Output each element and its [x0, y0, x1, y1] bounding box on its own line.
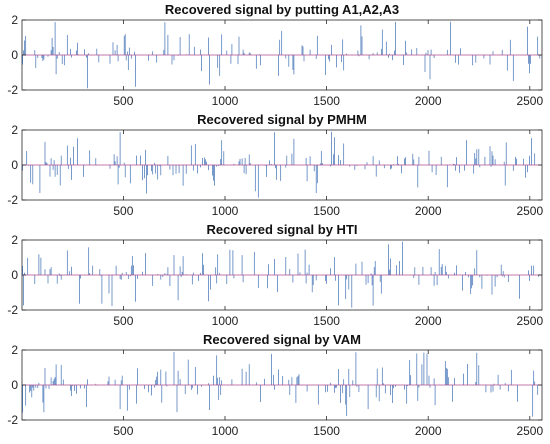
y-tick-label: 0 — [11, 378, 18, 392]
x-tick-label: 1000 — [212, 424, 239, 438]
y-tick-label: 2 — [11, 233, 18, 247]
stem-series — [22, 351, 539, 417]
x-tick-label: 1500 — [313, 204, 340, 218]
stem-series — [22, 241, 540, 308]
y-tick-label: -2 — [7, 83, 18, 97]
subplot-title: Recovered signal by putting A1,A2,A3 — [165, 2, 399, 17]
x-tick-label: 500 — [113, 94, 133, 108]
x-tick-label: 500 — [113, 424, 133, 438]
y-tick-label: 2 — [11, 123, 18, 137]
x-tick-label: 1000 — [212, 204, 239, 218]
x-tick-label: 1500 — [313, 94, 340, 108]
y-tick-label: 0 — [11, 158, 18, 172]
stem-series — [22, 21, 541, 89]
y-tick-label: -2 — [7, 303, 18, 317]
y-tick-label: -2 — [7, 193, 18, 207]
subplot-title: Recovered signal by PMHM — [197, 112, 367, 127]
x-tick-label: 1000 — [212, 94, 239, 108]
stem-series — [22, 131, 536, 198]
subplot-title: Recovered signal by VAM — [203, 332, 361, 347]
subplot-1: Recovered signal by putting A1,A2,A3 -2 0 2… — [7, 2, 543, 108]
x-tick-label: 1000 — [212, 314, 239, 328]
x-tick-label: 2500 — [516, 314, 543, 328]
x-tick-label: 2000 — [415, 424, 442, 438]
x-tick-label: 2500 — [516, 204, 543, 218]
y-tick-label: 2 — [11, 343, 18, 357]
y-tick-label: -2 — [7, 413, 18, 427]
x-tick-label: 500 — [113, 204, 133, 218]
x-tick-label: 2000 — [415, 314, 442, 328]
x-tick-label: 2500 — [516, 94, 543, 108]
subplot-title: Recovered signal by HTI — [207, 222, 358, 237]
y-tick-label: 0 — [11, 268, 18, 282]
x-tick-label: 1500 — [313, 424, 340, 438]
x-tick-label: 1500 — [313, 314, 340, 328]
y-tick-label: 0 — [11, 48, 18, 62]
y-tick-label: 2 — [11, 13, 18, 27]
x-tick-label: 2000 — [415, 204, 442, 218]
x-tick-label: 2500 — [516, 424, 543, 438]
x-tick-label: 2000 — [415, 94, 442, 108]
x-tick-label: 500 — [113, 314, 133, 328]
